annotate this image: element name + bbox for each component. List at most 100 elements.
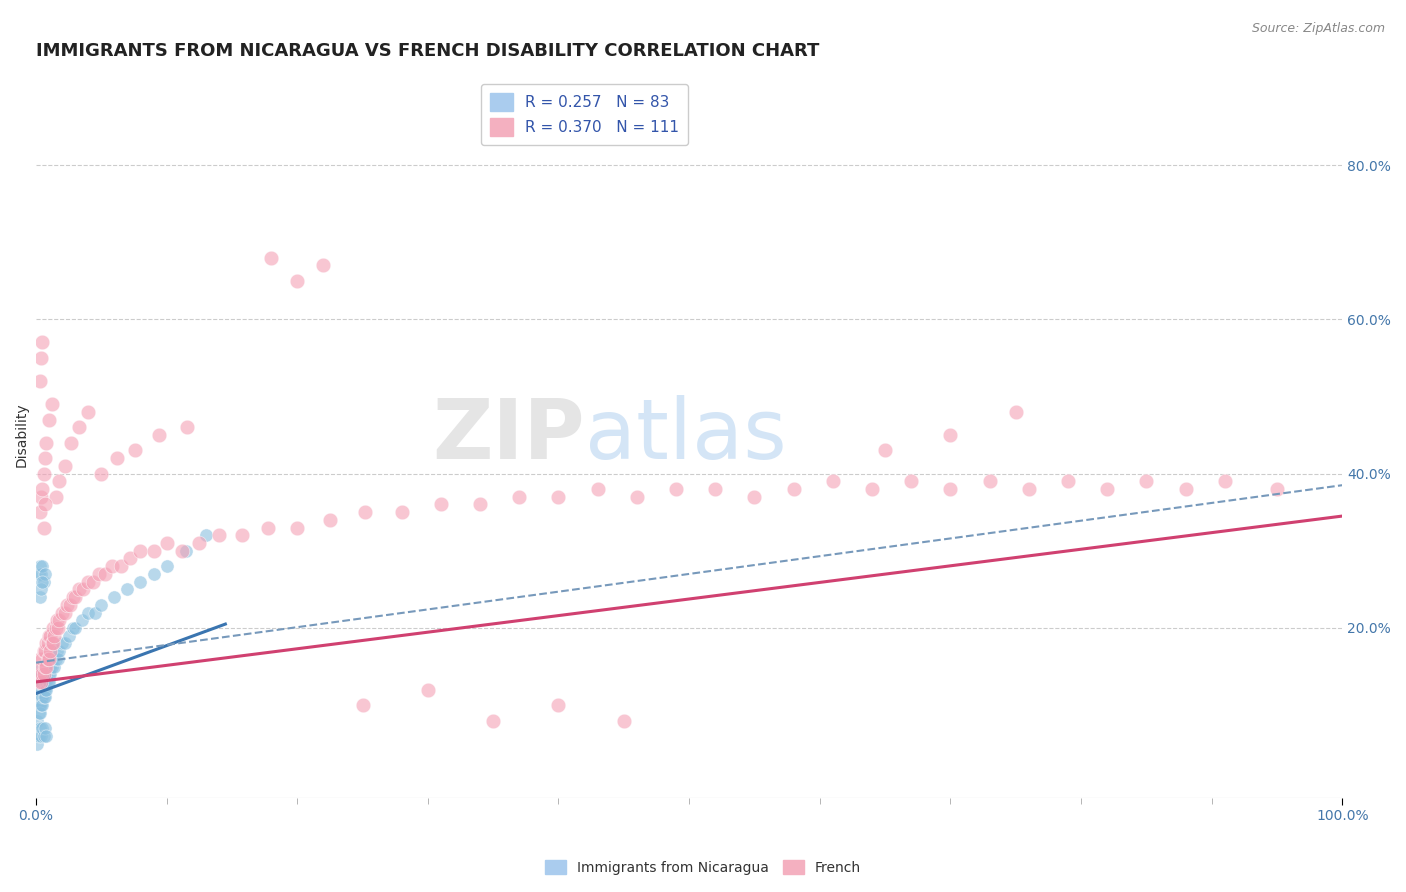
Point — [25, 682, 48, 697]
Point — [32, 521, 55, 535]
Point — [72, 582, 94, 597]
Point — [105, 451, 128, 466]
Point — [28, 590, 51, 604]
Point — [45, 490, 67, 504]
Point — [30, 698, 52, 712]
Text: Source: ZipAtlas.com: Source: ZipAtlas.com — [1251, 22, 1385, 36]
Point — [37, 636, 59, 650]
Point — [860, 482, 883, 496]
Point — [821, 475, 844, 489]
Point — [208, 528, 231, 542]
Point — [27, 667, 49, 681]
Point — [77, 606, 100, 620]
Point — [32, 667, 55, 681]
Point — [38, 412, 60, 426]
Point — [31, 335, 53, 350]
Point — [25, 714, 48, 728]
Point — [547, 698, 569, 712]
Point — [34, 721, 56, 735]
Point — [67, 582, 90, 597]
Point — [257, 521, 280, 535]
Point — [48, 475, 70, 489]
Point — [124, 443, 146, 458]
Point — [391, 505, 413, 519]
Point — [41, 397, 63, 411]
Point — [83, 606, 105, 620]
Point — [30, 566, 52, 581]
Point — [51, 606, 73, 620]
Point — [30, 675, 52, 690]
Point — [39, 644, 62, 658]
Point — [58, 629, 80, 643]
Text: IMMIGRANTS FROM NICARAGUA VS FRENCH DISABILITY CORRELATION CHART: IMMIGRANTS FROM NICARAGUA VS FRENCH DISA… — [37, 42, 820, 60]
Point — [35, 667, 58, 681]
Point — [508, 490, 530, 504]
Point — [626, 490, 648, 504]
Point — [34, 644, 56, 658]
Point — [1213, 475, 1236, 489]
Point — [46, 621, 69, 635]
Point — [59, 598, 82, 612]
Point — [25, 667, 48, 681]
Point — [77, 574, 100, 589]
Point — [32, 729, 55, 743]
Point — [142, 566, 165, 581]
Point — [82, 574, 104, 589]
Point — [44, 629, 66, 643]
Point — [103, 590, 125, 604]
Point — [28, 675, 51, 690]
Point — [39, 667, 62, 681]
Point — [62, 621, 84, 635]
Point — [547, 490, 569, 504]
Point — [31, 652, 53, 666]
Point — [34, 675, 56, 690]
Point — [27, 706, 49, 720]
Point — [38, 675, 60, 690]
Point — [900, 475, 922, 489]
Point — [30, 582, 52, 597]
Point — [32, 675, 55, 690]
Point — [37, 675, 59, 690]
Point — [34, 682, 56, 697]
Point — [38, 629, 60, 643]
Point — [45, 621, 67, 635]
Point — [34, 566, 56, 581]
Point — [142, 543, 165, 558]
Point — [31, 667, 53, 681]
Point — [312, 258, 335, 272]
Point — [110, 559, 132, 574]
Point — [1135, 475, 1157, 489]
Point — [46, 652, 69, 666]
Point — [129, 574, 152, 589]
Point — [416, 682, 439, 697]
Point — [90, 467, 112, 481]
Point — [63, 590, 86, 604]
Point — [129, 543, 152, 558]
Point — [27, 566, 49, 581]
Point — [194, 528, 217, 542]
Point — [468, 498, 491, 512]
Point — [62, 590, 84, 604]
Point — [30, 682, 52, 697]
Point — [90, 598, 112, 612]
Point — [260, 251, 283, 265]
Point — [27, 675, 49, 690]
Point — [41, 636, 63, 650]
Legend: R = 0.257   N = 83, R = 0.370   N = 111: R = 0.257 N = 83, R = 0.370 N = 111 — [481, 84, 689, 145]
Point — [27, 729, 49, 743]
Point — [37, 652, 59, 666]
Point — [41, 659, 63, 673]
Point — [34, 667, 56, 681]
Point — [39, 629, 62, 643]
Point — [42, 636, 65, 650]
Point — [63, 621, 86, 635]
Point — [31, 574, 53, 589]
Point — [34, 659, 56, 673]
Point — [174, 543, 197, 558]
Point — [1265, 482, 1288, 496]
Point — [28, 721, 51, 735]
Point — [155, 559, 177, 574]
Point — [51, 636, 73, 650]
Point — [53, 458, 76, 473]
Point — [148, 428, 170, 442]
